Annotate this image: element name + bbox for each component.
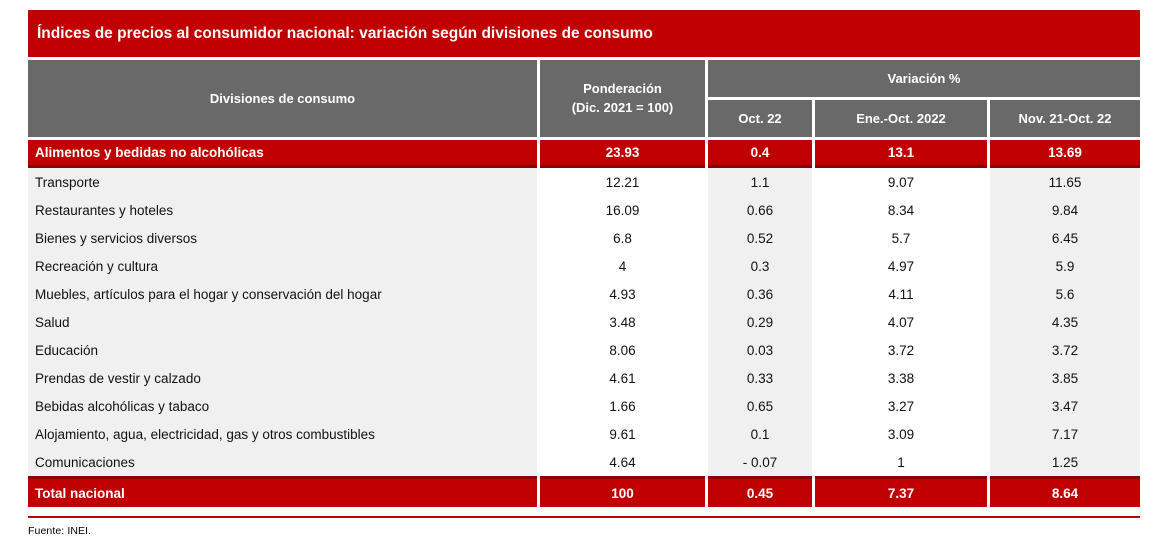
variation-oct22-cell: 0.52 [708,224,812,252]
weight-cell: 23.93 [540,140,705,168]
header-ponderacion-line2: (Dic. 2021 = 100) [571,99,674,115]
division-cell: Muebles, artículos para el hogar y conse… [28,280,537,308]
variation-oct22-cell: 0.33 [708,364,812,392]
variation-eneoct-cell: 3.27 [815,392,987,420]
table-row: Educación 8.06 0.03 3.72 3.72 [28,336,1140,364]
weight-cell: 4.64 [540,448,705,476]
header-ponderacion: Ponderación (Dic. 2021 = 100) [540,60,705,137]
cpi-table: Índices de precios al consumidor naciona… [28,10,1140,537]
variation-nov21oct22-cell: 1.25 [990,448,1140,476]
table-row: Bebidas alcohólicas y tabaco 1.66 0.65 3… [28,392,1140,420]
table-row: Alojamiento, agua, electricidad, gas y o… [28,420,1140,448]
variation-eneoct-cell: 13.1 [815,140,987,168]
highlight-row: Alimentos y bedidas no alcohólicas 23.93… [28,140,1140,168]
variation-oct22-cell: 0.1 [708,420,812,448]
variation-nov21oct22-cell: 3.85 [990,364,1140,392]
division-cell: Salud [28,308,537,336]
variation-nov21oct22-cell: 3.72 [990,336,1140,364]
header-oct-22: Oct. 22 [708,100,812,137]
variation-eneoct-cell: 1 [815,448,987,476]
weight-cell: 4.93 [540,280,705,308]
variation-oct22-cell: - 0.07 [708,448,812,476]
division-cell: Comunicaciones [28,448,537,476]
division-cell: Alojamiento, agua, electricidad, gas y o… [28,420,537,448]
weight-cell: 12.21 [540,168,705,196]
variation-nov21oct22-cell: 13.69 [990,140,1140,168]
division-cell: Prendas de vestir y calzado [28,364,537,392]
variation-oct22-cell: 0.3 [708,252,812,280]
variation-nov21oct22-cell: 8.64 [990,476,1140,507]
weight-cell: 9.61 [540,420,705,448]
table-row: Recreación y cultura 4 0.3 4.97 5.9 [28,252,1140,280]
table-title-bar: Índices de precios al consumidor naciona… [28,10,1140,57]
division-cell: Restaurantes y hoteles [28,196,537,224]
variation-oct22-cell: 0.29 [708,308,812,336]
bottom-rule [28,516,1140,518]
table-row: Prendas de vestir y calzado 4.61 0.33 3.… [28,364,1140,392]
variation-nov21oct22-cell: 11.65 [990,168,1140,196]
table-row: Salud 3.48 0.29 4.07 4.35 [28,308,1140,336]
weight-cell: 1.66 [540,392,705,420]
header-ene-oct-2022: Ene.-Oct. 2022 [815,100,987,137]
variation-oct22-cell: 0.66 [708,196,812,224]
table-header: Divisiones de consumo Ponderación (Dic. … [28,60,1140,137]
table-row: Comunicaciones 4.64 - 0.07 1 1.25 [28,448,1140,476]
variation-eneoct-cell: 4.11 [815,280,987,308]
division-cell: Educación [28,336,537,364]
table-title: Índices de precios al consumidor naciona… [37,24,653,42]
variation-eneoct-cell: 3.72 [815,336,987,364]
table-body: Transporte 12.21 1.1 9.07 11.65 Restaura… [28,168,1140,476]
variation-eneoct-cell: 8.34 [815,196,987,224]
division-cell: Bebidas alcohólicas y tabaco [28,392,537,420]
variation-nov21oct22-cell: 5.9 [990,252,1140,280]
table-row: Muebles, artículos para el hogar y conse… [28,280,1140,308]
weight-cell: 16.09 [540,196,705,224]
variation-eneoct-cell: 3.09 [815,420,987,448]
variation-nov21oct22-cell: 3.47 [990,392,1140,420]
total-row: Total nacional 100 0.45 7.37 8.64 [28,476,1140,507]
variation-eneoct-cell: 4.07 [815,308,987,336]
variation-eneoct-cell: 7.37 [815,476,987,507]
weight-cell: 100 [540,476,705,507]
variation-nov21oct22-cell: 5.6 [990,280,1140,308]
variation-eneoct-cell: 9.07 [815,168,987,196]
header-ponderacion-line1: Ponderación [583,80,662,96]
variation-eneoct-cell: 5.7 [815,224,987,252]
weight-cell: 8.06 [540,336,705,364]
variation-oct22-cell: 0.03 [708,336,812,364]
division-cell: Recreación y cultura [28,252,537,280]
division-cell: Total nacional [28,476,537,507]
weight-cell: 6.8 [540,224,705,252]
division-cell: Transporte [28,168,537,196]
header-variacion-group: Variación % [708,60,1140,97]
weight-cell: 3.48 [540,308,705,336]
variation-oct22-cell: 0.4 [708,140,812,168]
header-divisiones-de-consumo: Divisiones de consumo [28,60,537,137]
division-cell: Bienes y servicios diversos [28,224,537,252]
table-row: Restaurantes y hoteles 16.09 0.66 8.34 9… [28,196,1140,224]
variation-oct22-cell: 0.36 [708,280,812,308]
table-row: Bienes y servicios diversos 6.8 0.52 5.7… [28,224,1140,252]
header-nov-21-oct-22: Nov. 21-Oct. 22 [990,100,1140,137]
variation-eneoct-cell: 3.38 [815,364,987,392]
division-cell: Alimentos y bedidas no alcohólicas [28,140,537,168]
variation-nov21oct22-cell: 7.17 [990,420,1140,448]
variation-nov21oct22-cell: 9.84 [990,196,1140,224]
weight-cell: 4 [540,252,705,280]
variation-nov21oct22-cell: 6.45 [990,224,1140,252]
weight-cell: 4.61 [540,364,705,392]
variation-oct22-cell: 0.45 [708,476,812,507]
variation-eneoct-cell: 4.97 [815,252,987,280]
variation-oct22-cell: 0.65 [708,392,812,420]
table-row: Transporte 12.21 1.1 9.07 11.65 [28,168,1140,196]
variation-oct22-cell: 1.1 [708,168,812,196]
variation-nov21oct22-cell: 4.35 [990,308,1140,336]
source-note: Fuente: INEI. [28,525,92,537]
